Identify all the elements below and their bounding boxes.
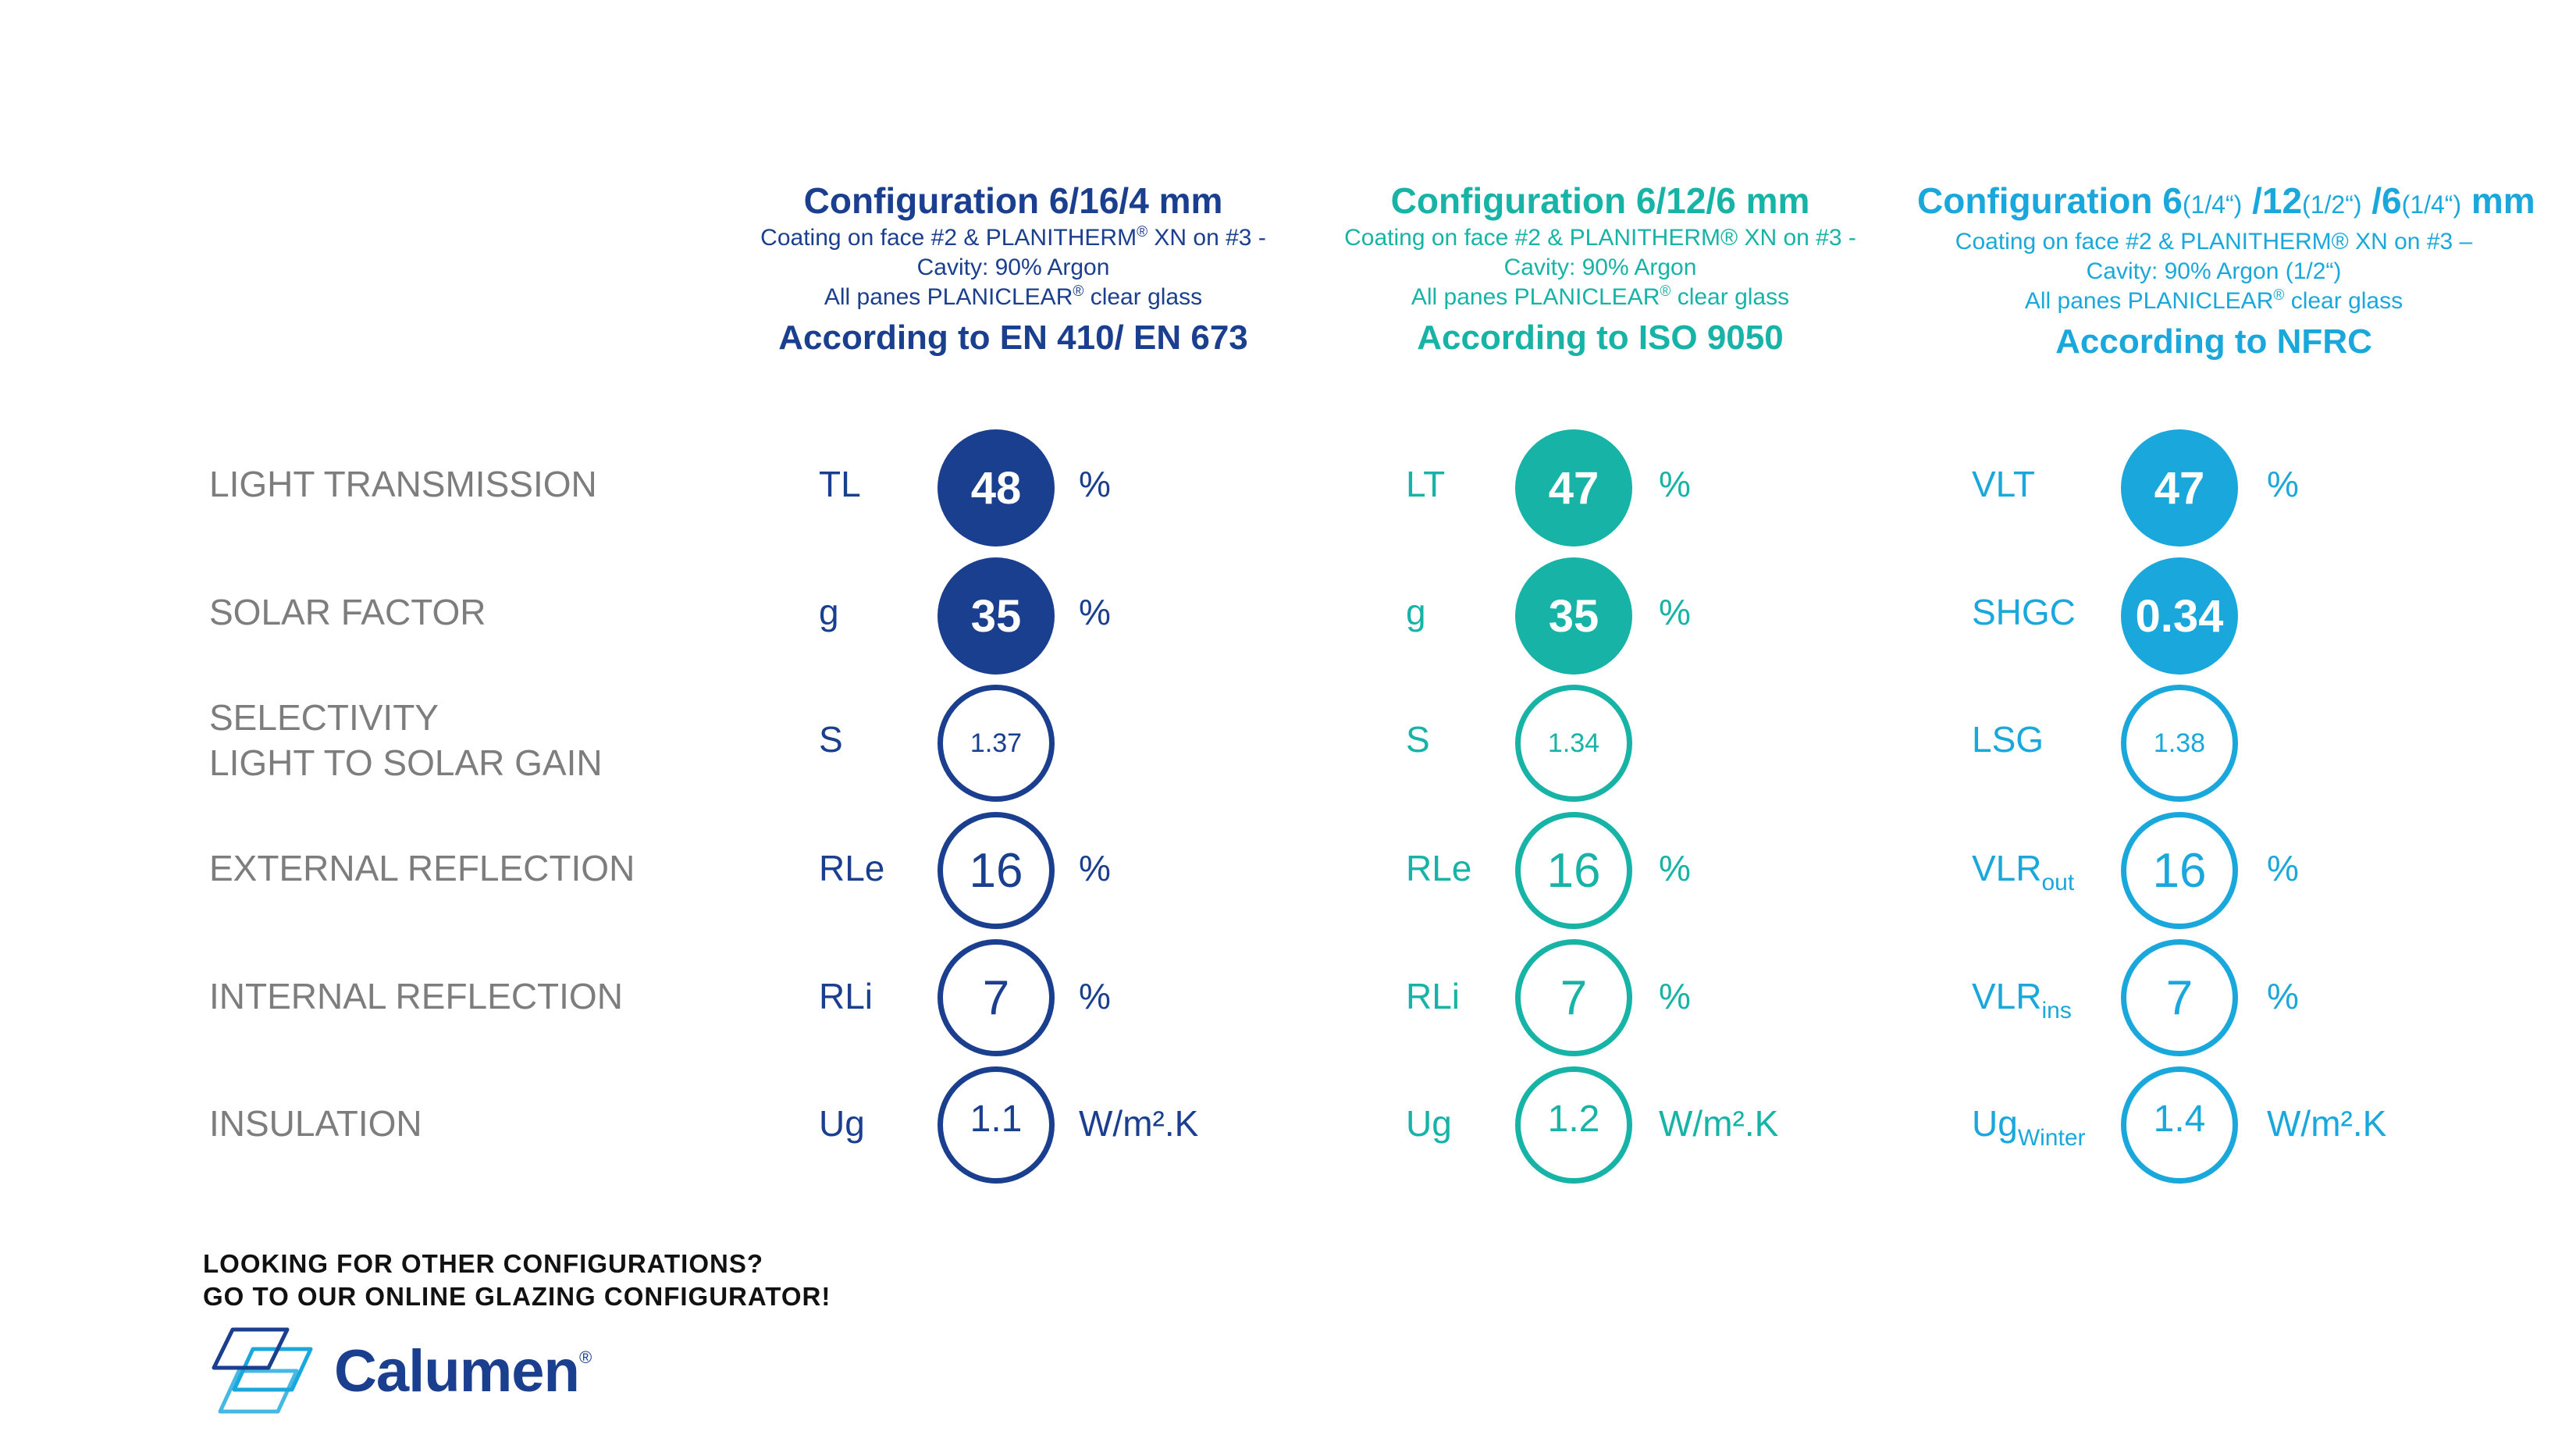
value-circle: 16: [938, 812, 1055, 929]
value-symbol: LSG: [1972, 719, 2044, 760]
value-symbol: RLi: [1406, 976, 1461, 1016]
value-symbol: SHGC: [1972, 592, 2076, 632]
config-standard: According to EN 410/ EN 673: [778, 319, 1248, 357]
value-circle: 16: [2121, 812, 2238, 929]
value-circle: 35: [1515, 557, 1632, 675]
row-label-internal-reflection: INTERNAL REFLECTION: [209, 976, 623, 1016]
config-title: Configuration 6/12/6 mm: [1390, 180, 1810, 221]
row-label-insulation: INSULATION: [209, 1103, 422, 1144]
value-unit: %: [2267, 464, 2299, 504]
config-glass-line: All panes PLANICLEAR® clear glass: [2024, 287, 2403, 314]
value-circle: 7: [2121, 939, 2238, 1056]
config-cavity-line: Cavity: 90% Argon: [1503, 255, 1697, 280]
calumen-logo-icon: [212, 1327, 313, 1414]
config-cavity-line: Cavity: 90% Argon (1/2“): [2086, 258, 2342, 284]
value-circle: 35: [938, 557, 1055, 675]
value-symbol: LT: [1406, 464, 1446, 504]
value-circle: 7: [1515, 939, 1632, 1056]
config-glass-line: All panes PLANICLEAR® clear glass: [824, 283, 1203, 310]
config-cavity-line: Cavity: 90% Argon: [916, 255, 1110, 280]
row-label-external-reflection: EXTERNAL REFLECTION: [209, 848, 635, 888]
value-unit: W/m².K: [1659, 1103, 1779, 1144]
value-circle: 47: [1515, 429, 1632, 546]
value-circle: 1.37: [938, 685, 1055, 802]
value-symbol: VLRins: [1972, 976, 2072, 1024]
value-symbol: VLRout: [1972, 848, 2075, 895]
value-unit: %: [1659, 464, 1691, 504]
value-circle: 1.34: [1515, 685, 1632, 802]
row-label-solar-factor: SOLAR FACTOR: [209, 592, 486, 632]
value-unit: %: [1079, 848, 1111, 888]
value-unit: %: [1659, 592, 1691, 632]
value-unit: %: [2267, 976, 2299, 1016]
config-header-3: Configuration 6(1/4“) /12(1/2“) /6(1/4“)…: [1917, 178, 2535, 365]
value-symbol: RLi: [819, 976, 873, 1016]
config-coating-line: Coating on face #2 & PLANITHERM® XN on #…: [1344, 225, 1856, 251]
value-symbol: g: [819, 592, 839, 632]
value-circle: 7: [938, 939, 1055, 1056]
row-label-selectivity: SELECTIVITY LIGHT TO SOLAR GAIN: [209, 697, 603, 783]
value-symbol: S: [1406, 719, 1430, 760]
value-symbol: g: [1406, 592, 1426, 632]
config-header-1: Configuration 6/16/4 mm Coating on face …: [717, 178, 1310, 361]
value-symbol: RLe: [819, 848, 885, 888]
value-unit: %: [1079, 464, 1111, 504]
config-coating-line: Coating on face #2 & PLANITHERM® XN on #…: [1955, 229, 2473, 255]
value-circle: 1.4: [2121, 1066, 2238, 1184]
value-unit: %: [2267, 848, 2299, 888]
value-symbol: TL: [819, 464, 861, 504]
value-symbol: RLe: [1406, 848, 1472, 888]
value-circle: 48: [938, 429, 1055, 546]
value-symbol: Ug: [819, 1103, 865, 1144]
config-coating-line: Coating on face #2 & PLANITHERM® XN on #…: [760, 224, 1266, 251]
value-unit: %: [1079, 592, 1111, 632]
value-circle: 1.38: [2121, 685, 2238, 802]
config-title: Configuration 6(1/4“) /12(1/2“) /6(1/4“)…: [1917, 180, 2535, 221]
value-circle: 47: [2121, 429, 2238, 546]
config-title: Configuration 6/16/4 mm: [803, 180, 1223, 221]
value-circle: 1.1: [938, 1066, 1055, 1184]
value-unit: %: [1079, 976, 1111, 1016]
calumen-logo: Calumen®: [209, 1327, 592, 1415]
row-label-light-transmission: LIGHT TRANSMISSION: [209, 464, 597, 504]
config-glass-line: All panes PLANICLEAR® clear glass: [1411, 283, 1790, 310]
value-circle: 16: [1515, 812, 1632, 929]
value-symbol: UgWinter: [1972, 1103, 2086, 1151]
value-unit: W/m².K: [2267, 1103, 2387, 1144]
value-circle: 1.2: [1515, 1066, 1632, 1184]
value-symbol: S: [819, 719, 843, 760]
cta-line-1: LOOKING FOR OTHER CONFIGURATIONS?: [203, 1249, 764, 1278]
config-standard: According to ISO 9050: [1417, 319, 1784, 357]
cta-line-2: GO TO OUR ONLINE GLAZING CONFIGURATOR!: [203, 1282, 831, 1311]
value-symbol: Ug: [1406, 1103, 1452, 1144]
config-header-2: Configuration 6/12/6 mm Coating on face …: [1304, 178, 1897, 361]
value-unit: %: [1659, 976, 1691, 1016]
value-unit: %: [1659, 848, 1691, 888]
value-circle: 0.34: [2121, 557, 2238, 675]
value-symbol: VLT: [1972, 464, 2035, 504]
config-standard: According to NFRC: [2055, 322, 2372, 361]
value-unit: W/m².K: [1079, 1103, 1199, 1144]
calumen-logo-text: Calumen®: [334, 1337, 592, 1404]
configurator-call-to-action[interactable]: LOOKING FOR OTHER CONFIGURATIONS? GO TO …: [203, 1248, 831, 1313]
